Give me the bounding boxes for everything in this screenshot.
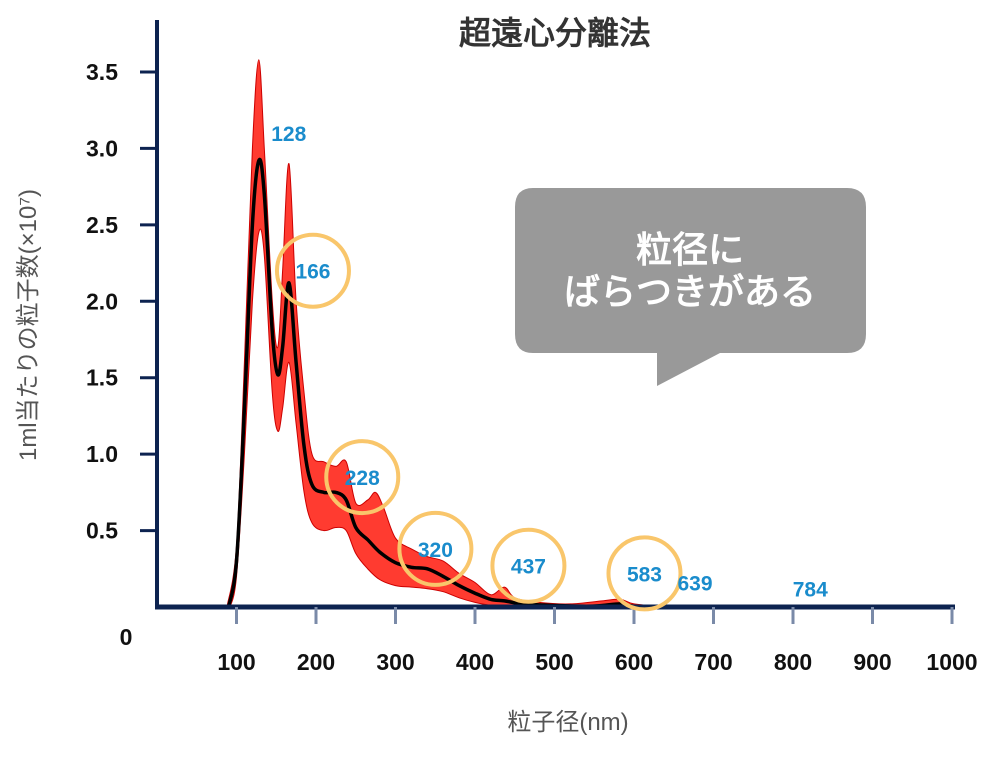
- x-axis-label: 粒子径(nm): [507, 709, 628, 736]
- x-tick-label: 300: [376, 649, 414, 675]
- peak-label: 228: [345, 467, 380, 490]
- peak-label: 784: [793, 579, 828, 602]
- y-tick-label: 1.5: [86, 365, 118, 391]
- y-tick-label: 2.0: [86, 288, 118, 314]
- x-tick-label: 900: [853, 649, 891, 675]
- callout-line-2: ばらつきがある: [564, 271, 816, 312]
- origin-label: 0: [120, 624, 133, 650]
- x-tick-label: 600: [615, 649, 653, 675]
- y-tick-label: 0.5: [86, 518, 118, 544]
- peak-highlight-circle: [324, 439, 401, 516]
- peak-highlight-circle: [274, 232, 351, 309]
- peak-highlight-circle: [490, 527, 567, 604]
- callout-bubble: 粒径に ばらつきがある: [515, 188, 866, 386]
- mean-line: [226, 157, 666, 609]
- chart-title: 超遠心分離法: [459, 15, 651, 51]
- mean-line-layer: [226, 157, 666, 609]
- x-tick-label: 100: [217, 649, 255, 675]
- y-axis-label: 1ml当たりの粒子数(×10⁷): [15, 189, 42, 461]
- y-tick-label: 2.5: [86, 212, 118, 238]
- peak-label: 320: [418, 539, 453, 562]
- peak-highlight-circle: [397, 510, 474, 587]
- peak-label: 437: [511, 556, 546, 579]
- callout-background: [515, 188, 866, 386]
- x-tick-label: 200: [297, 649, 335, 675]
- peak-label-layer: 128 166 228 320 437 583 639 784: [271, 123, 828, 612]
- y-tick-label: 3.0: [86, 135, 118, 161]
- x-tick-label: 500: [535, 649, 573, 675]
- x-tick-label: 1000: [926, 649, 977, 675]
- peak-label: 166: [295, 261, 330, 284]
- x-tick-label: 700: [694, 649, 732, 675]
- callout-line-1: 粒径に: [636, 229, 744, 270]
- y-tick-label: 1.0: [86, 441, 118, 467]
- x-tick-label: 800: [774, 649, 812, 675]
- y-tick-label: 3.5: [86, 59, 118, 85]
- x-tick-label: 400: [456, 649, 494, 675]
- peak-highlight-circle: [606, 535, 683, 612]
- y-tick-group: 3.5 3.0 2.5 2.0 1.5 1.0 0.5: [86, 59, 157, 544]
- confidence-band: [226, 59, 666, 608]
- x-tick-group: 100 200 300 400 500 600 700 800 900 1000: [217, 607, 978, 675]
- confidence-band-layer: [226, 59, 666, 608]
- peak-label: 639: [677, 573, 712, 596]
- peak-label: 583: [627, 563, 662, 586]
- peak-label: 128: [271, 123, 306, 146]
